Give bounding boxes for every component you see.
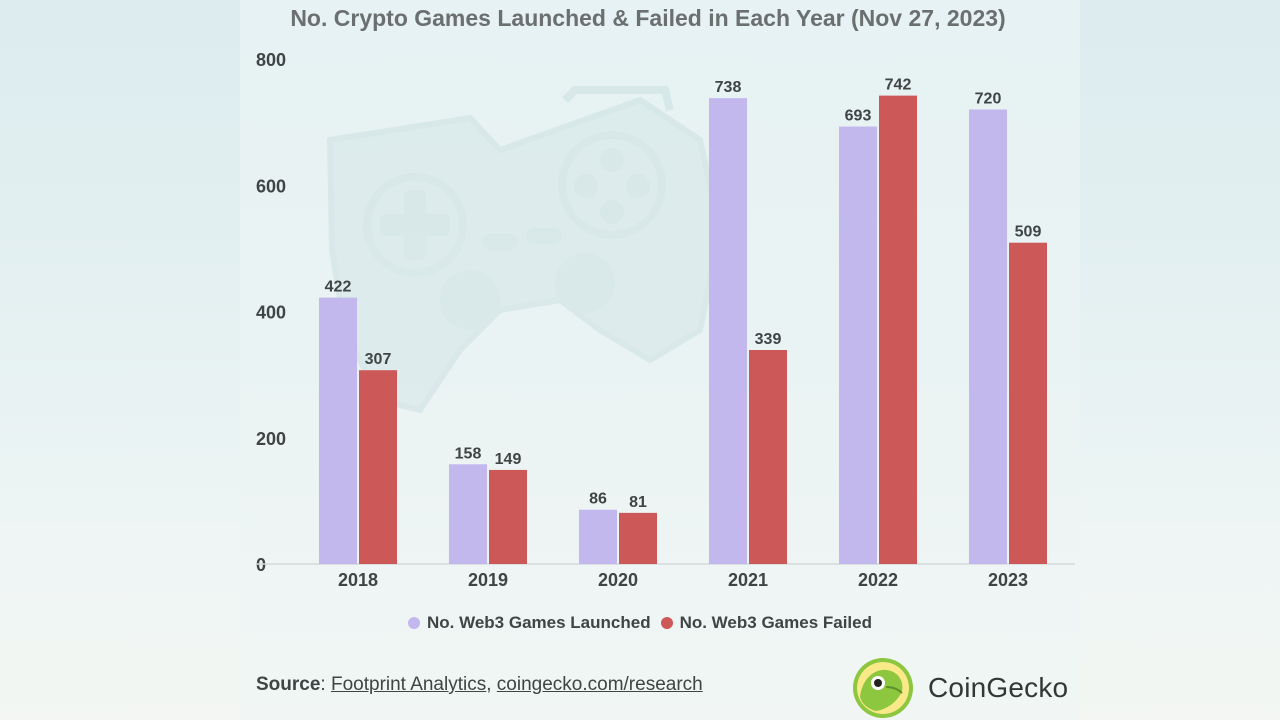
gamepad-icon xyxy=(326,86,724,414)
bar-launched-2020 xyxy=(579,509,617,564)
source-link-footprint[interactable]: Footprint Analytics xyxy=(330,674,487,695)
data-label-launched-2023: 720 xyxy=(975,91,1002,108)
data-label-failed-2018: 307 xyxy=(365,351,392,368)
coingecko-logo-icon xyxy=(853,658,913,718)
y-tick-label: 600 xyxy=(256,176,286,196)
source-sep: : xyxy=(320,674,331,695)
bar-launched-2023 xyxy=(969,109,1007,564)
bar-failed-2021 xyxy=(749,350,787,564)
legend-swatch-launched xyxy=(408,617,420,629)
y-tick-label: 800 xyxy=(256,50,286,70)
bar-failed-2022 xyxy=(879,95,917,565)
chart-card xyxy=(240,0,1080,720)
y-tick-label: 400 xyxy=(256,303,286,323)
data-label-launched-2020: 86 xyxy=(589,491,607,508)
data-label-failed-2022: 742 xyxy=(885,77,912,94)
y-tick-label: 200 xyxy=(256,429,286,449)
x-tick-label: 2020 xyxy=(598,570,638,590)
source-label: Source xyxy=(256,674,321,695)
y-tick-label: 0 xyxy=(256,555,266,575)
source-link-coingecko[interactable]: coingecko.com/research xyxy=(496,674,703,695)
bar-launched-2022 xyxy=(839,126,877,564)
chart-title: No. Crypto Games Launched & Failed in Ea… xyxy=(290,5,1005,31)
x-tick-label: 2023 xyxy=(988,570,1028,590)
bar-failed-2020 xyxy=(619,512,657,564)
legend: No. Web3 Games Launched No. Web3 Games F… xyxy=(0,613,1280,633)
legend-swatch-failed xyxy=(660,617,673,629)
x-tick-label: 2018 xyxy=(338,570,378,590)
bar-failed-2018 xyxy=(359,370,397,564)
data-label-failed-2023: 509 xyxy=(1015,224,1042,241)
bars: 422 307 158 149 86 81 738 339 693 742 720 509 xyxy=(319,77,1047,565)
data-label-launched-2021: 738 xyxy=(715,79,742,96)
legend-item-launched: No. Web3 Games Launched xyxy=(408,613,651,633)
data-label-launched-2018: 422 xyxy=(325,279,352,296)
data-label-failed-2019: 149 xyxy=(495,451,522,468)
source-comma: , xyxy=(486,674,497,695)
bar-failed-2019 xyxy=(489,469,527,564)
legend-label-failed: No. Web3 Games Failed xyxy=(679,613,872,632)
bar-failed-2023 xyxy=(1009,242,1047,564)
y-axis: 0 200 400 600 800 xyxy=(256,50,286,575)
x-tick-label: 2021 xyxy=(728,570,768,590)
data-label-failed-2021: 339 xyxy=(755,331,782,348)
bar-launched-2018 xyxy=(319,297,357,564)
source-line: Source: Footprint Analytics, coingecko.c… xyxy=(256,674,703,696)
bar-launched-2019 xyxy=(449,464,487,564)
data-label-failed-2020: 81 xyxy=(629,494,647,511)
data-label-launched-2019: 158 xyxy=(455,445,482,462)
legend-label-launched: No. Web3 Games Launched xyxy=(427,613,651,632)
bar-launched-2021 xyxy=(709,98,747,564)
brand-name: CoinGecko xyxy=(928,672,1069,703)
legend-item-failed: No. Web3 Games Failed xyxy=(660,613,872,633)
brand: CoinGecko xyxy=(852,657,1068,719)
x-tick-label: 2022 xyxy=(858,570,898,590)
data-label-launched-2022: 693 xyxy=(845,108,872,125)
x-axis: 2018 2019 2020 2021 2022 2023 xyxy=(338,570,1028,590)
x-tick-label: 2019 xyxy=(468,570,508,590)
